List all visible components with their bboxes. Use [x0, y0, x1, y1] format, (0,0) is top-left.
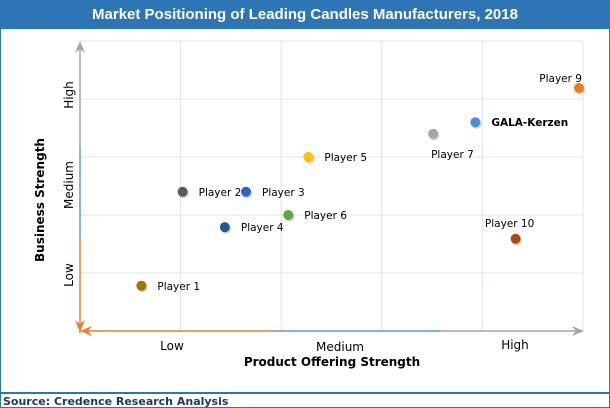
- y-tick-high: High: [62, 81, 76, 109]
- label-player-2: Player 2: [199, 187, 242, 199]
- x-tick-medium: Medium: [316, 340, 364, 354]
- y-tick-low: Low: [62, 263, 76, 287]
- point-player-9: [573, 82, 584, 93]
- x-axis-title: Product Offering Strength: [244, 355, 420, 369]
- point-player-2: [177, 186, 188, 197]
- label-gala-kerzen: GALA-Kerzen: [491, 117, 568, 129]
- y-axis-arrow-up-icon: [75, 41, 85, 53]
- data-points: Player 1 Player 2 Player 3 Player 4 Player 5…: [136, 73, 586, 293]
- point-player-3: [240, 186, 251, 197]
- point-gala-kerzen: [470, 117, 481, 128]
- point-player-5: [303, 152, 314, 162]
- point-player-7: [428, 128, 439, 139]
- point-player-10: [510, 233, 521, 244]
- y-axis-title: Business Strength: [33, 138, 47, 262]
- label-player-9: Player 9: [539, 73, 582, 85]
- label-player-6: Player 6: [304, 210, 347, 222]
- y-tick-medium: Medium: [62, 161, 76, 209]
- x-tick-low: Low: [160, 339, 184, 353]
- point-player-4: [219, 222, 230, 233]
- x-axis-arrow-right-icon: [572, 326, 584, 336]
- label-player-4: Player 4: [241, 222, 284, 234]
- label-player-5: Player 5: [324, 152, 367, 164]
- label-player-7: Player 7: [431, 149, 474, 161]
- chart-title: Market Positioning of Leading Candles Ma…: [0, 0, 610, 29]
- y-axis-arrow-down-icon: [75, 320, 85, 332]
- tick-labels: Low Medium High Low Medium High Product …: [33, 81, 529, 369]
- point-player-1: [136, 280, 147, 291]
- x-axis-arrow-left-icon: [80, 326, 92, 336]
- label-player-3: Player 3: [262, 187, 305, 199]
- x-tick-high: High: [501, 338, 529, 352]
- label-player-1: Player 1: [157, 281, 200, 293]
- label-player-10: Player 10: [485, 218, 534, 230]
- point-player-6: [283, 210, 294, 220]
- source-note: Source: Credence Research Analysis: [0, 392, 610, 408]
- axes: [75, 41, 584, 336]
